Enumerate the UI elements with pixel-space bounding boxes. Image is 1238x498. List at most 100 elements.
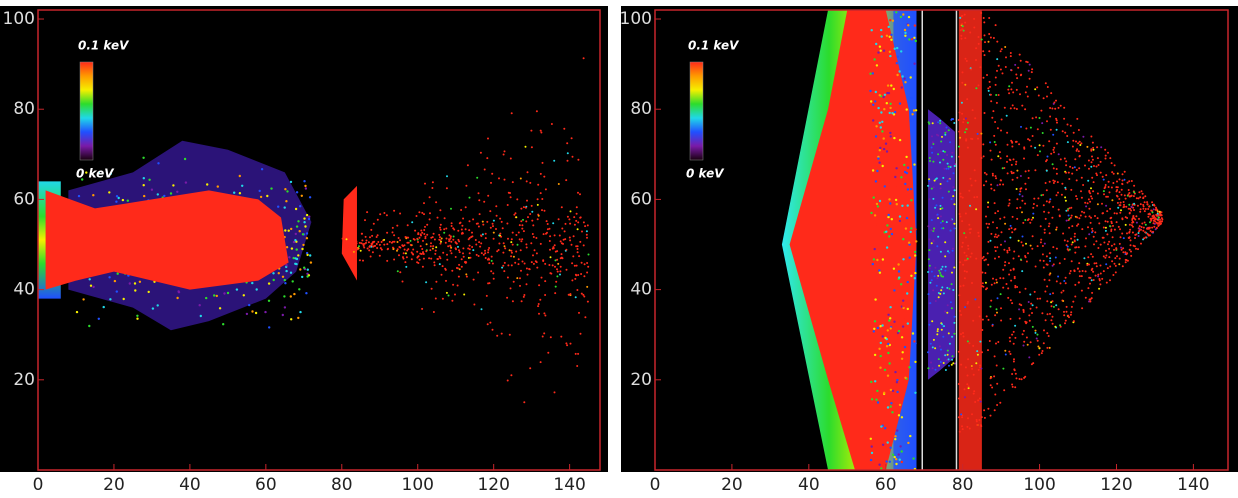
particle bbox=[1123, 237, 1125, 239]
particle bbox=[389, 241, 391, 243]
particle bbox=[461, 258, 463, 260]
particle bbox=[377, 219, 379, 221]
particle bbox=[577, 274, 579, 276]
particle bbox=[507, 264, 509, 266]
particle bbox=[990, 300, 992, 302]
particle bbox=[417, 232, 419, 234]
particle bbox=[928, 293, 930, 295]
particle bbox=[373, 241, 375, 243]
particle bbox=[959, 17, 961, 19]
particle bbox=[1055, 304, 1057, 306]
particle bbox=[424, 226, 426, 228]
particle bbox=[994, 236, 996, 238]
particle bbox=[1090, 150, 1092, 152]
particle bbox=[949, 141, 951, 143]
particle bbox=[410, 244, 412, 246]
particle bbox=[947, 163, 949, 165]
particle bbox=[82, 298, 84, 300]
particle bbox=[969, 428, 971, 430]
particle bbox=[525, 146, 527, 148]
particle bbox=[143, 184, 145, 186]
particle bbox=[892, 20, 894, 22]
particle bbox=[440, 243, 442, 245]
particle bbox=[550, 256, 552, 258]
particle bbox=[563, 128, 565, 130]
particle bbox=[114, 280, 116, 282]
particle bbox=[1090, 166, 1092, 168]
particle bbox=[1123, 204, 1125, 206]
particle bbox=[967, 248, 969, 250]
particle bbox=[992, 278, 994, 280]
particle bbox=[893, 274, 895, 276]
particle bbox=[974, 401, 976, 403]
particle bbox=[1138, 197, 1140, 199]
particle bbox=[1078, 282, 1080, 284]
particle bbox=[421, 248, 423, 250]
particle bbox=[1056, 173, 1058, 175]
particle bbox=[1156, 215, 1158, 217]
particle bbox=[952, 118, 954, 120]
particle bbox=[988, 50, 990, 52]
particle bbox=[1024, 203, 1026, 205]
particle bbox=[399, 271, 401, 273]
particle bbox=[299, 230, 301, 232]
particle bbox=[490, 182, 492, 184]
particle bbox=[456, 267, 458, 269]
particle bbox=[1023, 158, 1025, 160]
particle bbox=[902, 258, 904, 260]
particle bbox=[563, 239, 565, 241]
particle bbox=[901, 461, 903, 463]
particle bbox=[577, 251, 579, 253]
particle bbox=[1067, 124, 1069, 126]
particle bbox=[470, 236, 472, 238]
particle bbox=[1032, 235, 1034, 237]
particle bbox=[929, 302, 931, 304]
particle bbox=[1125, 259, 1127, 261]
particle bbox=[516, 277, 518, 279]
particle bbox=[1154, 221, 1156, 223]
particle bbox=[940, 251, 942, 253]
particle bbox=[1120, 236, 1122, 238]
particle bbox=[895, 458, 897, 460]
particle bbox=[879, 263, 881, 265]
particle bbox=[880, 126, 882, 128]
particle bbox=[964, 306, 966, 308]
particle bbox=[566, 142, 568, 144]
particle bbox=[881, 130, 883, 132]
particle bbox=[1144, 195, 1146, 197]
particle bbox=[379, 255, 381, 257]
particle bbox=[452, 239, 454, 241]
particle bbox=[964, 37, 966, 39]
particle bbox=[988, 17, 990, 19]
particle bbox=[1157, 222, 1159, 224]
particle bbox=[997, 127, 999, 129]
particle bbox=[1016, 89, 1018, 91]
particle bbox=[967, 375, 969, 377]
particle bbox=[1091, 156, 1093, 158]
particle bbox=[488, 262, 490, 264]
particle bbox=[1028, 301, 1030, 303]
particle bbox=[989, 340, 991, 342]
particle bbox=[453, 229, 455, 231]
particle bbox=[1118, 263, 1120, 265]
particle bbox=[1008, 351, 1010, 353]
particle bbox=[246, 313, 248, 315]
particle bbox=[513, 214, 515, 216]
particle bbox=[904, 29, 906, 31]
particle bbox=[493, 220, 495, 222]
particle bbox=[985, 282, 987, 284]
particle bbox=[1102, 176, 1104, 178]
particle bbox=[1119, 191, 1121, 193]
particle bbox=[1091, 161, 1093, 163]
particle bbox=[989, 86, 991, 88]
particle bbox=[433, 261, 435, 263]
particle bbox=[945, 168, 947, 170]
particle bbox=[961, 23, 963, 25]
particle bbox=[971, 138, 973, 140]
particle bbox=[582, 294, 584, 296]
particle bbox=[896, 381, 898, 383]
particle bbox=[522, 261, 524, 263]
particle bbox=[894, 456, 896, 458]
particle bbox=[1053, 306, 1055, 308]
particle bbox=[484, 169, 486, 171]
